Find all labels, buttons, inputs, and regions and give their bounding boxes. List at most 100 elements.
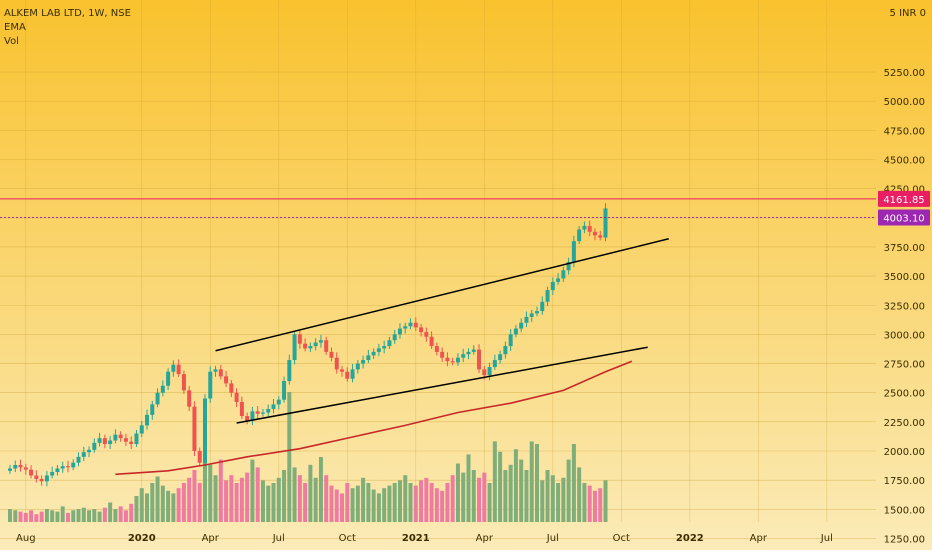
volume-bar [571,444,576,522]
volume-bar [187,477,192,522]
indicator-vol-label[interactable]: Vol [4,36,19,47]
volume-bar [387,485,392,522]
candle-body [97,438,102,443]
candle-body [18,464,23,468]
time-tick-label: Apr [750,533,768,544]
volume-bar [229,475,234,522]
candle-body [245,416,250,421]
volume-bar [587,485,592,522]
volume-bar [445,483,450,522]
candle [29,465,34,479]
candle-body [340,369,345,372]
candle [245,412,250,425]
candle [408,318,413,330]
candle [181,370,186,394]
candle-body [8,468,12,471]
volume-bar [260,480,265,522]
candle [540,296,545,315]
candle-body [39,478,44,482]
volume-bar [350,488,355,522]
candle [434,342,439,356]
volume-bar [18,511,23,522]
volume-bar [23,512,28,522]
candle-body [171,364,176,372]
volume-bar [556,483,561,522]
candle-body [524,316,529,323]
volume-bar [403,475,408,522]
candle [282,376,287,403]
candle [71,459,76,471]
candle [197,447,202,466]
price-badge-label: 4003.10 [883,213,924,224]
volume-bar [208,464,213,522]
candle-body [160,385,165,393]
candle-body [113,434,118,441]
candle [566,257,571,275]
volume-bar [192,470,197,522]
candle-body [350,369,355,379]
candle [587,220,592,237]
candle [266,404,271,417]
volume-bar [102,507,107,522]
candle-body [382,346,387,349]
volume-bar [561,477,566,522]
volume-bar [524,470,529,522]
candle-body [44,475,49,482]
candle [382,340,387,354]
candle-body [482,369,487,376]
candle [466,348,471,360]
candle-body [197,451,202,463]
candle [366,350,371,363]
volume-bar [392,483,397,522]
volume-bar [482,472,487,522]
time-tick-label: 2022 [676,533,704,544]
volume-bar [361,477,366,522]
volume-bar [145,493,150,522]
price-tick-label: 4500.00 [884,156,925,167]
volume-bars [8,392,608,522]
volume-bar [224,480,229,522]
candle [361,355,366,369]
volume-bar [245,472,250,522]
candle [97,432,102,447]
candle [324,336,329,355]
candle [276,396,281,410]
candle-body [129,441,134,445]
candle [87,446,92,458]
candle [334,352,339,374]
volume-bar [218,459,223,522]
candle [445,352,450,367]
volume-bar [87,510,92,522]
volume-bar [582,483,587,522]
candle-body [513,328,518,335]
volume-bar [123,510,128,522]
price-badge: 4161.85 [878,190,930,207]
price-tick-label: 1250.00 [884,534,925,545]
indicator-ema-label[interactable]: EMA [4,22,26,33]
candle [202,394,207,467]
price-axis[interactable]: 1250.00 1500.00 1750.00 2000.00 2250.00 2500.… [878,68,930,545]
candle [92,438,97,453]
candle-body [408,322,413,327]
volume-bar [202,462,207,522]
candle-body [134,433,139,445]
candle-body [455,357,460,363]
volume-bar [487,483,492,522]
volume-bar [345,483,350,522]
volume-bar [29,510,34,522]
candle-body [282,381,287,400]
candle [123,433,128,446]
candle-body [419,327,424,333]
volume-bar [213,475,218,522]
candle [508,329,513,352]
candle-body [255,411,260,414]
candle-body [571,241,576,263]
candle-body [392,334,397,341]
candle-body [461,354,466,358]
candle [139,420,144,438]
candle-body [498,354,503,361]
volume-bar [503,470,508,522]
time-axis[interactable]: Aug 2020 Apr Jul Oct 2021 Apr Jul Oct 2022 Apr Jul [16,533,833,544]
candle-body [471,349,476,352]
